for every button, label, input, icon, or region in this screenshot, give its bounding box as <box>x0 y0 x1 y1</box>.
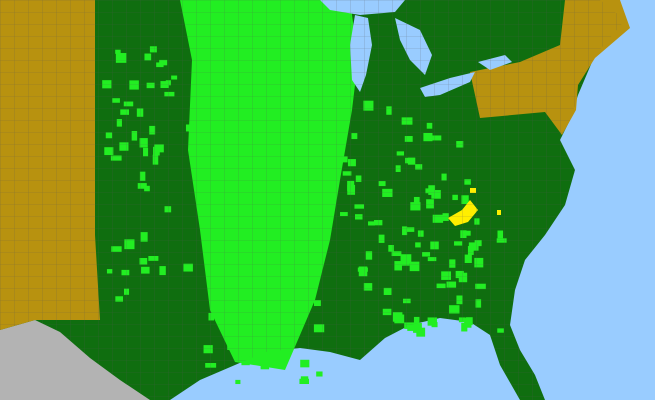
highlighted-county <box>235 379 241 385</box>
mexico <box>0 320 150 400</box>
highlighted-county <box>260 360 270 370</box>
highlighted-county <box>300 376 309 384</box>
highlighted-county <box>300 359 310 368</box>
highlighted-county <box>431 322 438 328</box>
highlighted-county <box>413 323 422 333</box>
highlighted-county <box>427 317 437 326</box>
highlighted-county <box>241 356 250 366</box>
highlighted-county <box>407 324 415 331</box>
highlighted-county <box>316 371 323 377</box>
highlighted-county <box>461 322 468 332</box>
